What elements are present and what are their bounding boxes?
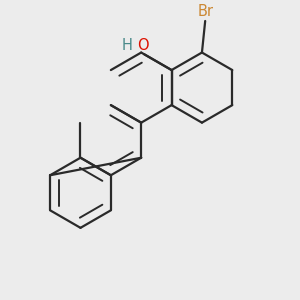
Text: H: H (122, 38, 133, 53)
Text: Br: Br (197, 4, 213, 19)
Text: O: O (137, 38, 148, 53)
